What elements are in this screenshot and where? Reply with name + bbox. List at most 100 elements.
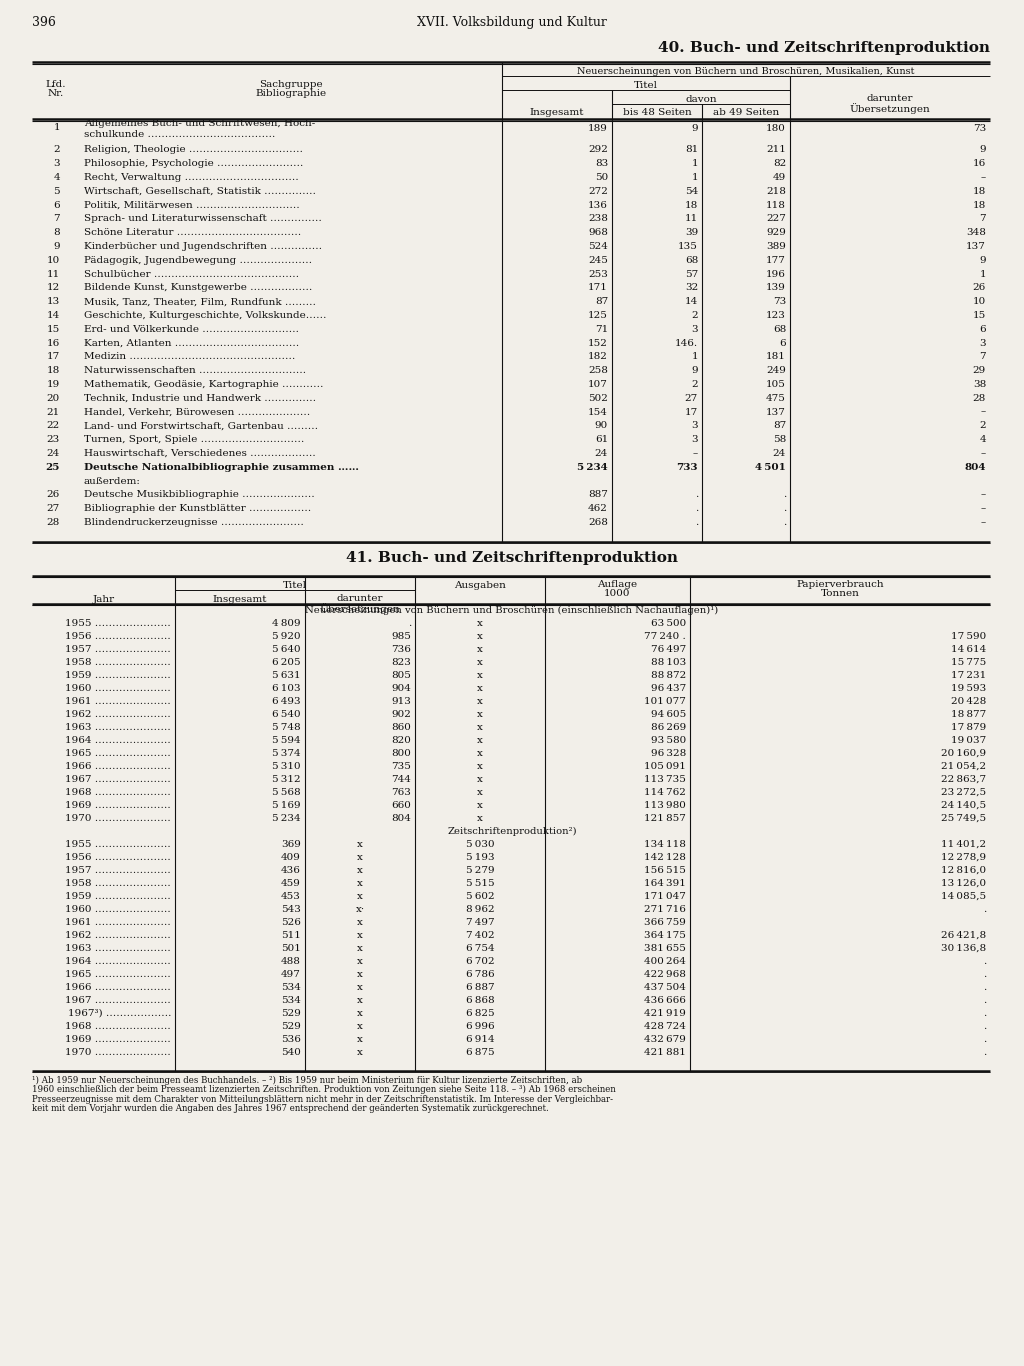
Text: 529: 529: [282, 1009, 301, 1018]
Text: 5 234: 5 234: [272, 814, 301, 822]
Text: 5 640: 5 640: [272, 645, 301, 654]
Text: 196: 196: [766, 269, 786, 279]
Text: 24: 24: [47, 449, 60, 458]
Text: 114 762: 114 762: [644, 788, 686, 796]
Text: 6 786: 6 786: [466, 970, 495, 979]
Text: .: .: [983, 1035, 986, 1044]
Text: 11 401,2: 11 401,2: [941, 840, 986, 848]
Text: .: .: [983, 1009, 986, 1018]
Text: 2: 2: [979, 422, 986, 430]
Text: 17 590: 17 590: [950, 632, 986, 641]
Text: 5 234: 5 234: [578, 463, 608, 471]
Text: 7 497: 7 497: [466, 918, 495, 928]
Text: 1968 ………………….: 1968 ………………….: [66, 788, 171, 796]
Text: 32: 32: [685, 283, 698, 292]
Text: 87: 87: [773, 422, 786, 430]
Text: 90: 90: [595, 422, 608, 430]
Text: 4 501: 4 501: [755, 463, 786, 471]
Text: 1961 ………………….: 1961 ………………….: [66, 697, 171, 706]
Text: 27: 27: [685, 393, 698, 403]
Text: 733: 733: [677, 463, 698, 471]
Text: 1958 ………………….: 1958 ………………….: [66, 878, 171, 888]
Text: Turnen, Sport, Spiele …………………………: Turnen, Sport, Spiele …………………………: [84, 436, 304, 444]
Text: außerdem:: außerdem:: [84, 477, 141, 486]
Text: 511: 511: [282, 932, 301, 940]
Text: 18: 18: [973, 187, 986, 195]
Text: 18: 18: [973, 201, 986, 209]
Text: 146.: 146.: [675, 339, 698, 347]
Text: 181: 181: [766, 352, 786, 362]
Text: 24: 24: [595, 449, 608, 458]
Text: 421 881: 421 881: [644, 1048, 686, 1057]
Text: 171 047: 171 047: [644, 892, 686, 902]
Text: 23 272,5: 23 272,5: [941, 788, 986, 796]
Text: Bildende Kunst, Kunstgewerbe ………………: Bildende Kunst, Kunstgewerbe ………………: [84, 283, 312, 292]
Text: 30 136,8: 30 136,8: [941, 944, 986, 953]
Text: x: x: [357, 852, 362, 862]
Text: 534: 534: [282, 984, 301, 992]
Text: 428 724: 428 724: [644, 1022, 686, 1031]
Text: 10: 10: [47, 255, 60, 265]
Text: 18: 18: [47, 366, 60, 376]
Text: –: –: [981, 407, 986, 417]
Text: 29: 29: [973, 366, 986, 376]
Text: 258: 258: [588, 366, 608, 376]
Text: –: –: [693, 449, 698, 458]
Text: 76 497: 76 497: [650, 645, 686, 654]
Text: –: –: [981, 504, 986, 514]
Text: 1959 ………………….: 1959 ………………….: [66, 892, 171, 902]
Text: 154: 154: [588, 407, 608, 417]
Text: 171: 171: [588, 283, 608, 292]
Text: 17 231: 17 231: [950, 671, 986, 680]
Text: 25 749,5: 25 749,5: [941, 814, 986, 822]
Text: x: x: [357, 1035, 362, 1044]
Text: x: x: [477, 697, 483, 706]
Text: 497: 497: [282, 970, 301, 979]
Text: Jahr: Jahr: [92, 594, 115, 604]
Text: Titel: Titel: [634, 81, 658, 90]
Text: 1963 ………………….: 1963 ………………….: [66, 944, 171, 953]
Text: 1959 ………………….: 1959 ………………….: [66, 671, 171, 680]
Text: x: x: [357, 878, 362, 888]
Text: 12 278,9: 12 278,9: [941, 852, 986, 862]
Text: 1955 ………………….: 1955 ………………….: [66, 619, 171, 628]
Text: x: x: [477, 645, 483, 654]
Text: 381 655: 381 655: [644, 944, 686, 953]
Text: x: x: [477, 632, 483, 641]
Text: 245: 245: [588, 255, 608, 265]
Text: 534: 534: [282, 996, 301, 1005]
Text: 28: 28: [47, 518, 60, 527]
Text: 15: 15: [47, 325, 60, 333]
Text: 12 816,0: 12 816,0: [941, 866, 986, 876]
Text: 1962 ………………….: 1962 ………………….: [66, 710, 171, 719]
Text: 1970 ………………….: 1970 ………………….: [66, 1048, 171, 1057]
Text: .: .: [694, 504, 698, 514]
Text: x: x: [357, 892, 362, 902]
Text: 82: 82: [773, 160, 786, 168]
Text: 369: 369: [282, 840, 301, 848]
Text: x: x: [477, 736, 483, 744]
Text: 421 919: 421 919: [644, 1009, 686, 1018]
Text: 1: 1: [979, 269, 986, 279]
Text: 1000: 1000: [604, 589, 631, 598]
Text: 1956 ………………….: 1956 ………………….: [66, 632, 171, 641]
Text: Deutsche Nationalbibliographie zusammen ……: Deutsche Nationalbibliographie zusammen …: [84, 463, 359, 471]
Text: 21: 21: [47, 407, 60, 417]
Text: Übersetzungen: Übersetzungen: [850, 102, 931, 113]
Text: Schöne Literatur ………………………………: Schöne Literatur ………………………………: [84, 228, 301, 238]
Text: 6 914: 6 914: [466, 1035, 495, 1044]
Text: 7 402: 7 402: [466, 932, 495, 940]
Text: 50: 50: [595, 173, 608, 182]
Text: 6 875: 6 875: [466, 1048, 495, 1057]
Text: x: x: [357, 1022, 362, 1031]
Text: 113 980: 113 980: [644, 800, 686, 810]
Text: x: x: [477, 671, 483, 680]
Text: 5 594: 5 594: [272, 736, 301, 744]
Text: 17: 17: [685, 407, 698, 417]
Text: –: –: [981, 173, 986, 182]
Text: 6 103: 6 103: [272, 684, 301, 693]
Text: Kinderbücher und Jugendschriften ……………: Kinderbücher und Jugendschriften ……………: [84, 242, 323, 251]
Text: 20 160,9: 20 160,9: [941, 749, 986, 758]
Text: 364 175: 364 175: [644, 932, 686, 940]
Text: 121 857: 121 857: [644, 814, 686, 822]
